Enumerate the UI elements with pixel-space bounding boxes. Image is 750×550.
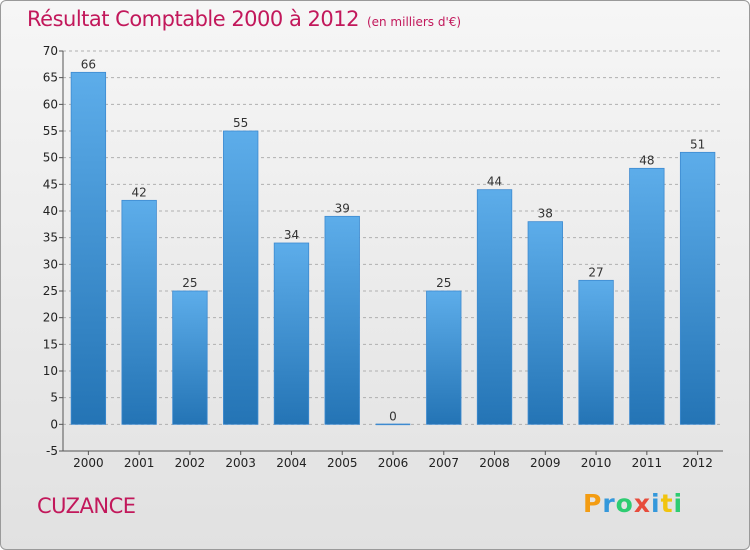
y-tick-label: 50 <box>43 151 58 165</box>
data-label: 42 <box>132 185 147 199</box>
data-label: 39 <box>335 201 350 215</box>
x-tick-label: 2005 <box>327 456 358 470</box>
x-tick-label: 2011 <box>632 456 663 470</box>
x-tick-label: 2010 <box>581 456 612 470</box>
y-tick-label: 0 <box>50 417 58 431</box>
x-tick-label: 2000 <box>73 456 104 470</box>
logo-letter: i <box>651 489 661 518</box>
data-label: 66 <box>81 57 96 71</box>
y-tick-label: 15 <box>43 337 58 351</box>
y-tick-label: 10 <box>43 364 58 378</box>
data-label: 38 <box>538 207 553 221</box>
bar <box>223 130 259 425</box>
bar <box>527 221 563 425</box>
logo-letter: r <box>602 489 616 518</box>
bar <box>578 279 614 425</box>
chart-subtitle: (en milliers d'€) <box>366 15 462 29</box>
x-tick-label: 2008 <box>479 456 510 470</box>
grid-layer <box>63 50 723 452</box>
chart-title-main: Résultat Comptable 2000 à 2012 <box>27 7 359 31</box>
y-tick-label: 35 <box>43 231 58 245</box>
bar <box>679 151 716 425</box>
data-label: 48 <box>639 153 654 167</box>
x-tick-label: 2002 <box>175 456 206 470</box>
data-label: 0 <box>389 409 397 423</box>
logo-letter: o <box>615 489 634 518</box>
data-label: 34 <box>284 228 299 242</box>
y-tick-label: 25 <box>43 284 58 298</box>
data-label: 55 <box>233 116 248 130</box>
x-tick-label: 2004 <box>276 456 307 470</box>
bar <box>172 290 208 425</box>
data-label: 27 <box>588 265 603 279</box>
data-label: 51 <box>690 137 705 151</box>
bar <box>70 71 107 425</box>
bar <box>629 167 665 425</box>
logo-letter: P <box>583 489 603 518</box>
y-tick-label: 30 <box>43 257 58 271</box>
y-tick-label: 40 <box>43 204 58 218</box>
y-tick-label: 45 <box>43 177 58 191</box>
x-tick-label: 2012 <box>682 456 713 470</box>
y-tick-label: 20 <box>43 311 58 325</box>
city-name: CUZANCE <box>37 494 136 518</box>
x-tick-label: 2006 <box>378 456 409 470</box>
data-label: 25 <box>436 276 451 290</box>
label-layer: 66 2000 42 2001 25 2002 55 2003 34 2004 39 2005 0 200… <box>73 57 713 470</box>
proxiti-logo[interactable]: Proxiti <box>583 489 683 518</box>
x-tick-label: 2003 <box>225 456 256 470</box>
bar <box>121 199 157 425</box>
data-label: 25 <box>182 276 197 290</box>
y-tick-label: -5 <box>46 444 58 458</box>
x-tick-label: 2007 <box>428 456 459 470</box>
logo-letter: x <box>633 489 651 518</box>
bar <box>476 189 513 425</box>
bar-layer <box>70 71 716 426</box>
x-tick-label: 2001 <box>124 456 155 470</box>
bar <box>426 290 462 425</box>
logo-letter: i <box>673 489 684 518</box>
x-tick-label: 2009 <box>530 456 561 470</box>
logo-letter: t <box>660 489 674 518</box>
y-tick-label: 70 <box>43 44 58 58</box>
bar <box>273 242 310 425</box>
y-tick-label: 5 <box>50 391 58 405</box>
y-tick-label: 65 <box>43 71 58 85</box>
y-tick-label: 55 <box>43 124 58 138</box>
chart-title: Résultat Comptable 2000 à 2012 (en millie… <box>27 7 461 31</box>
data-label: 44 <box>487 175 502 189</box>
bar <box>324 215 360 425</box>
y-tick-label: 60 <box>43 97 58 111</box>
